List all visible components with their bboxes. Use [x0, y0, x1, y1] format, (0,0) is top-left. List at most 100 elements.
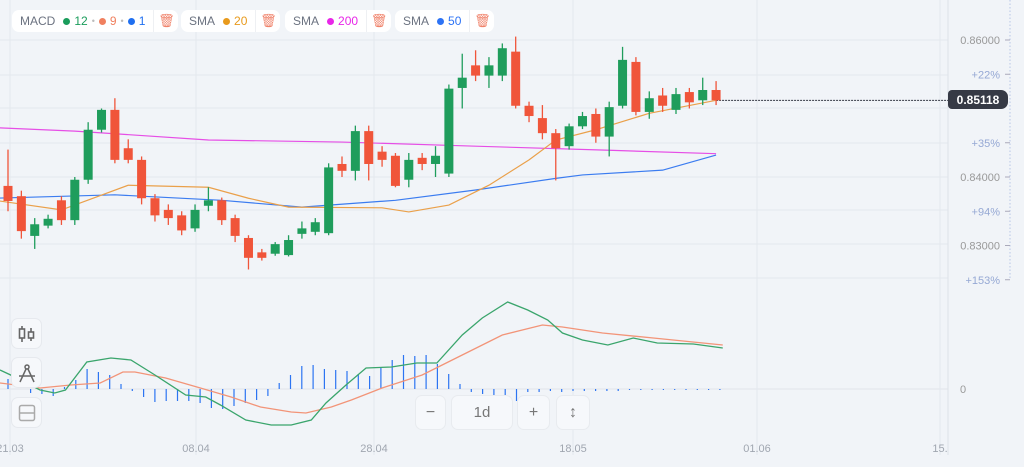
macd-legend[interactable]: MACD 12 • 9 • 1 🗑	[12, 10, 179, 32]
percent-tick-label: +22%	[972, 69, 1001, 81]
candle-body	[297, 228, 307, 234]
sma50-period: 50	[448, 14, 462, 28]
candle-body	[497, 48, 507, 76]
candle-body	[43, 218, 53, 226]
candle-body	[324, 167, 334, 234]
candle-body	[511, 51, 521, 106]
candle-body	[390, 155, 400, 186]
trash-icon[interactable]: 🗑	[474, 13, 491, 28]
vertical-arrows-icon: ↕	[569, 403, 577, 421]
split-layout-icon	[18, 404, 35, 421]
candle-body	[137, 159, 147, 199]
candle-body	[457, 77, 467, 88]
candle-body	[123, 148, 133, 160]
layout-button[interactable]	[11, 397, 42, 428]
candle-body	[337, 163, 347, 171]
candle-body	[684, 92, 694, 103]
compass-icon	[18, 363, 35, 382]
y-tick-label: 0.83000	[960, 241, 1000, 253]
candle-body	[417, 157, 427, 164]
zoom-out-button[interactable]: −	[415, 395, 446, 430]
candle-body	[83, 129, 93, 180]
interval-selector[interactable]: 1d	[451, 395, 513, 430]
candle-body	[110, 109, 120, 160]
sma-label: SMA	[403, 14, 430, 28]
candle-body	[524, 105, 534, 117]
candle-body	[377, 151, 387, 160]
candle-body	[230, 218, 240, 236]
candle-body	[3, 185, 13, 201]
sma-label: SMA	[293, 14, 320, 28]
sma20-line	[0, 99, 717, 213]
candle-body	[163, 209, 173, 219]
candle-body	[150, 198, 160, 216]
sma200-legend[interactable]: SMA 200 🗑	[285, 10, 392, 32]
candle-body	[564, 126, 574, 147]
zoom-in-button[interactable]: +	[517, 395, 550, 430]
candle-body	[217, 200, 227, 221]
sma20-period: 20	[234, 14, 248, 28]
sma20-dot-icon	[223, 17, 231, 25]
candle-body	[350, 131, 360, 171]
candle-body	[471, 65, 481, 76]
trash-icon[interactable]: 🗑	[158, 13, 175, 28]
macd-fast: 12	[74, 14, 88, 28]
candle-body	[284, 240, 294, 256]
candle-body	[70, 179, 80, 221]
x-tick-label: 21.03	[0, 443, 24, 455]
x-tick-label: 01.06	[743, 443, 771, 455]
y-tick-label: 0.86000	[960, 35, 1000, 47]
percent-tick-label: +94%	[972, 206, 1001, 218]
candle-body	[177, 215, 187, 231]
candle-body	[404, 159, 414, 180]
macd-zero-label: 0	[960, 384, 966, 396]
candle-body	[591, 113, 601, 137]
macd-line	[0, 301, 723, 426]
candle-body	[631, 61, 641, 112]
macd-label: MACD	[20, 14, 56, 28]
sma50-dot-icon	[437, 17, 445, 25]
trash-icon[interactable]: 🗑	[370, 13, 388, 28]
macd-signal: 1	[138, 14, 146, 28]
sma200-dot-icon	[327, 17, 335, 25]
auto-scale-button[interactable]: ↕	[556, 395, 590, 430]
macd-slow: 9	[109, 14, 117, 28]
sma50-line	[0, 154, 717, 208]
sma50-legend[interactable]: SMA 50 🗑	[395, 10, 495, 32]
candle-body	[203, 200, 213, 206]
candle-body	[243, 237, 253, 258]
candlestick-icon	[18, 325, 34, 342]
candle-body	[16, 196, 26, 232]
sma-label: SMA	[189, 14, 216, 28]
y-tick-label: 0.84000	[960, 172, 1000, 184]
candle-body	[270, 244, 280, 254]
candle-body	[551, 133, 561, 149]
candle-body	[671, 94, 681, 110]
candle-body	[190, 209, 200, 229]
trash-icon[interactable]: 🗑	[260, 13, 277, 28]
x-tick-label: 28.04	[360, 443, 388, 455]
signal-dot-icon	[127, 17, 135, 25]
x-tick-label: 18.05	[559, 443, 587, 455]
candle-body	[577, 116, 587, 127]
sma200-period: 200	[338, 14, 359, 28]
candle-body	[364, 131, 374, 164]
chart-type-button[interactable]	[11, 318, 42, 349]
percent-tick-label: +35%	[972, 138, 1001, 150]
candle-body	[257, 252, 267, 258]
candle-body	[484, 65, 494, 76]
x-tick-label: 15.	[932, 443, 947, 455]
sma20-legend[interactable]: SMA 20 🗑	[181, 10, 281, 32]
candle-body	[658, 95, 668, 106]
candle-body	[537, 118, 547, 134]
percent-tick-label: +153%	[965, 275, 1000, 287]
fast-dot-icon	[63, 17, 71, 25]
candle-body	[30, 224, 40, 236]
candle-body	[618, 59, 628, 106]
drawing-tools-button[interactable]	[11, 357, 42, 388]
slow-dot-icon	[98, 17, 106, 25]
candle-body	[56, 200, 66, 221]
signal-line	[0, 324, 723, 414]
candle-body	[97, 109, 107, 130]
